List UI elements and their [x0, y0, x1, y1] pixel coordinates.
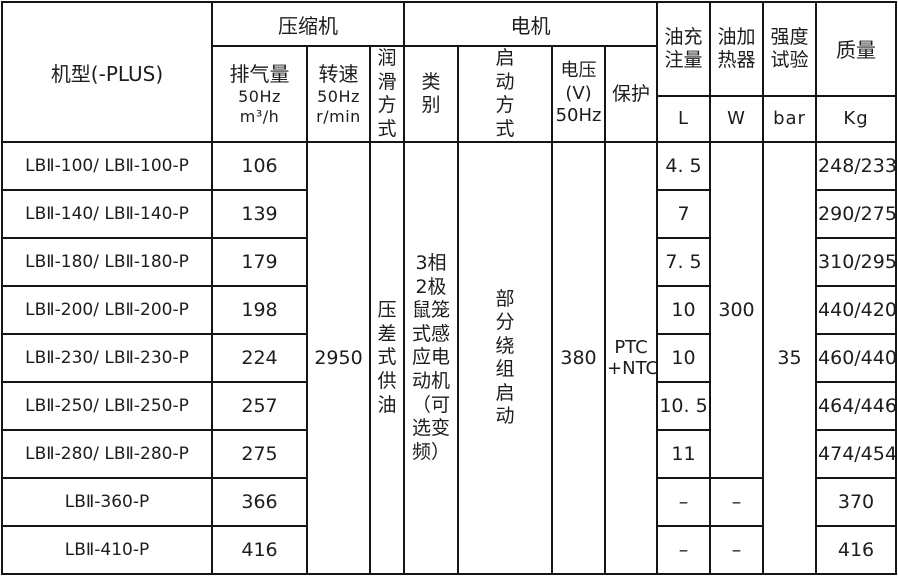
header-group-motor: 电机	[403, 1, 659, 47]
cell-voltage-shared: 380	[551, 141, 607, 576]
header-voltage: 电压 (V) 50Hz	[551, 44, 607, 144]
header-displacement-name: 排气量	[229, 61, 290, 86]
cell-displacement: 224	[211, 333, 308, 384]
header-strength-test: 强度 试验	[762, 1, 818, 97]
cell-oil-charge: 7. 5	[656, 237, 712, 288]
header-mass: 质量	[815, 1, 898, 97]
header-speed-freq: 50Hz	[317, 86, 360, 106]
cell-oil-heater-shared: 300	[709, 141, 765, 480]
cell-mass: 474/454	[815, 429, 898, 480]
cell-mass: 464/446	[815, 381, 898, 432]
header-model: 机型(-PLUS)	[1, 0, 213, 144]
cell-protection-shared: PTC +NTC	[604, 141, 659, 576]
header-row-units: L W bar Kg	[2, 94, 898, 144]
cell-mass: 310/295	[815, 237, 898, 288]
header-row-groups: 机型(-PLUS) 压缩机 电机 油充 注量 油加 热器 强度 试验 质量	[1, 0, 898, 144]
cell-oil-charge: 10. 5	[656, 381, 712, 432]
cell-motor-type-shared: 3相 2极 鼠笼 式感 应电 动机 （可 选变 频）	[403, 141, 460, 576]
cell-oil-charge: –	[656, 477, 712, 528]
cell-mass: 440/420	[815, 285, 898, 336]
header-lubrication: 润 滑 方 式	[368, 44, 406, 144]
cell-displacement: 275	[211, 429, 308, 480]
cell-oil-charge: 7	[656, 189, 712, 240]
cell-oil-charge: 10	[656, 333, 712, 384]
cell-model: LBⅡ-280/ LBⅡ-280-P	[1, 429, 213, 480]
unit-oil-charge: L	[656, 94, 712, 144]
cell-displacement: 106	[211, 141, 308, 192]
table-row: LBⅡ-250/ LBⅡ-250-P 257 10. 5 464/446	[1, 381, 898, 432]
cell-speed-shared: 2950	[306, 141, 371, 576]
table-row: LBⅡ-410-P 416 – – 416	[1, 525, 898, 576]
cell-model: LBⅡ-410-P	[1, 525, 213, 576]
unit-mass: Kg	[815, 94, 898, 144]
header-row-columns: 排气量 50Hz m³/h 转速 50Hz r/min 润 滑 方 式 类 别 …	[2, 44, 896, 144]
cell-start-mode-shared: 部 分 绕 组 启 动	[457, 141, 554, 576]
cell-oil-charge: –	[656, 525, 712, 576]
cell-oil-charge: 10	[656, 285, 712, 336]
cell-mass: 290/275	[815, 189, 898, 240]
cell-mass: 248/233	[815, 141, 898, 192]
cell-displacement: 257	[211, 381, 308, 432]
header-group-compressor: 压缩机	[210, 1, 406, 47]
header-speed: 转速 50Hz r/min	[306, 44, 371, 144]
cell-oil-heater: –	[709, 525, 765, 576]
table-row: LBⅡ-180/ LBⅡ-180-P 179 7. 5 310/295	[1, 237, 898, 288]
cell-model: LBⅡ-180/ LBⅡ-180-P	[1, 237, 213, 288]
header-start-mode: 启 动 方 式	[457, 44, 554, 144]
unit-strength-test: bar	[762, 94, 818, 144]
header-displacement: 排气量 50Hz m³/h	[211, 44, 308, 144]
table-row: LBⅡ-360-P 366 – – 370	[1, 477, 898, 528]
table-row: LBⅡ-140/ LBⅡ-140-P 139 7 290/275	[1, 189, 898, 240]
header-oil-charge: 油充 注量	[656, 1, 712, 97]
cell-mass: 416	[815, 525, 898, 576]
header-speed-name: 转速	[318, 61, 359, 86]
cell-model: LBⅡ-100/ LBⅡ-100-P	[1, 141, 213, 192]
unit-oil-heater: W	[709, 94, 765, 144]
cell-oil-heater: –	[709, 477, 765, 528]
header-protection: 保护	[604, 44, 659, 144]
table-row: LBⅡ-100/ LBⅡ-100-P 106 2950 压 差 式 供 油 3相…	[1, 141, 898, 576]
cell-oil-charge: 4. 5	[656, 141, 712, 192]
cell-strength-shared: 35	[762, 141, 818, 576]
cell-model: LBⅡ-250/ LBⅡ-250-P	[1, 381, 213, 432]
cell-model: LBⅡ-140/ LBⅡ-140-P	[1, 189, 213, 240]
header-displacement-unit: m³/h	[239, 106, 280, 126]
cell-model: LBⅡ-230/ LBⅡ-230-P	[1, 333, 213, 384]
cell-mass: 460/440	[815, 333, 898, 384]
cell-oil-charge: 11	[656, 429, 712, 480]
header-speed-unit: r/min	[316, 106, 361, 126]
cell-displacement: 139	[211, 189, 308, 240]
cell-mass: 370	[815, 477, 898, 528]
table-row: LBⅡ-280/ LBⅡ-280-P 275 11 474/454	[1, 429, 898, 480]
cell-displacement: 366	[211, 477, 308, 528]
cell-model: LBⅡ-200/ LBⅡ-200-P	[1, 285, 213, 336]
cell-displacement: 179	[211, 237, 308, 288]
header-motor-type: 类 别	[403, 44, 460, 144]
table-row: LBⅡ-200/ LBⅡ-200-P 198 10 440/420	[1, 285, 898, 336]
cell-model: LBⅡ-360-P	[1, 477, 213, 528]
header-displacement-freq: 50Hz	[238, 86, 281, 106]
cell-lubrication-shared: 压 差 式 供 油	[368, 141, 406, 576]
cell-displacement: 198	[211, 285, 308, 336]
header-oil-heater: 油加 热器	[709, 1, 765, 97]
cell-displacement: 416	[211, 525, 308, 576]
table-row: LBⅡ-230/ LBⅡ-230-P 224 10 460/440	[1, 333, 898, 384]
